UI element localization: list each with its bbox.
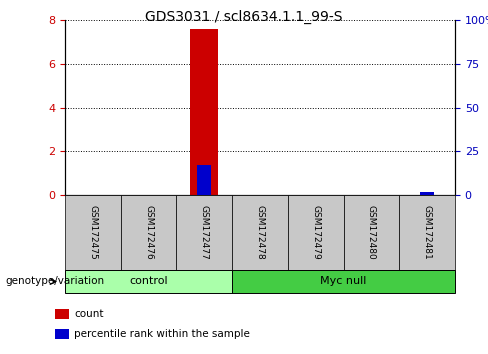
Text: GSM172478: GSM172478 [256,205,264,260]
Bar [55,329,69,339]
Bar [399,195,455,270]
Bar [232,195,288,270]
Bar [55,309,69,319]
Text: GSM172479: GSM172479 [311,205,320,260]
Text: genotype/variation: genotype/variation [5,276,104,286]
Text: count: count [74,309,103,319]
Text: GDS3031 / scl8634.1.1_99-S: GDS3031 / scl8634.1.1_99-S [145,10,343,24]
Bar [65,270,232,293]
Bar [288,195,344,270]
Text: GSM172476: GSM172476 [144,205,153,260]
Text: percentile rank within the sample: percentile rank within the sample [74,329,250,339]
Bar [232,270,455,293]
Text: GSM172475: GSM172475 [88,205,98,260]
Bar [197,165,211,195]
Text: control: control [129,276,168,286]
Bar [190,29,218,195]
Text: Myc null: Myc null [321,276,367,286]
Text: GSM172481: GSM172481 [423,205,432,260]
Bar [177,195,232,270]
Text: GSM172480: GSM172480 [367,205,376,260]
Bar [121,195,177,270]
Bar [65,195,121,270]
Bar [420,192,434,195]
Text: GSM172477: GSM172477 [200,205,209,260]
Bar [344,195,399,270]
